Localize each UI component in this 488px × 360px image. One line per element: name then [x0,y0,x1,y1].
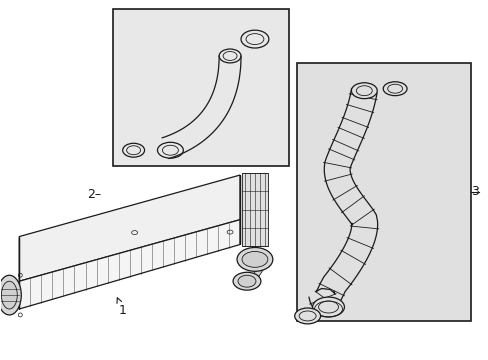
Text: 3: 3 [470,185,478,198]
Ellipse shape [237,247,272,271]
Ellipse shape [223,51,237,60]
Ellipse shape [126,146,141,155]
Ellipse shape [241,30,268,48]
Bar [296,63,470,321]
Ellipse shape [242,251,267,267]
Ellipse shape [312,297,344,317]
Ellipse shape [356,86,371,96]
Ellipse shape [318,301,338,313]
Ellipse shape [383,82,406,96]
Ellipse shape [294,308,320,324]
Text: 1: 1 [117,298,126,317]
Ellipse shape [387,84,402,93]
Polygon shape [19,220,240,309]
Ellipse shape [219,49,241,63]
Ellipse shape [233,272,261,290]
Ellipse shape [245,33,264,45]
Ellipse shape [162,145,178,155]
Polygon shape [242,173,267,247]
Text: 2–: 2– [86,188,101,201]
Ellipse shape [122,143,144,157]
Ellipse shape [351,83,376,99]
Ellipse shape [1,281,17,309]
Polygon shape [19,175,240,281]
Ellipse shape [238,275,255,287]
Polygon shape [251,264,266,276]
Ellipse shape [0,275,21,315]
Bar [113,9,288,166]
Ellipse shape [299,311,315,321]
Ellipse shape [157,142,183,158]
